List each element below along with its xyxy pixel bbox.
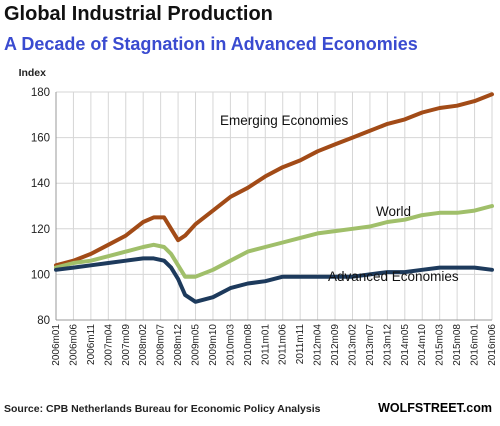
series-line-emerging-economies [54,92,494,268]
x-tick-label: 2016m06 [487,324,498,366]
series-annotation: Emerging Economies [220,113,349,128]
x-tick-label: 2014m05 [400,324,411,366]
x-tick-label: 2007m09 [121,324,132,366]
x-tick-label: 2009m05 [191,324,202,366]
y-tick-label: 140 [31,178,50,190]
x-tick-label: 2014m10 [417,324,428,366]
chart-subtitle: A Decade of Stagnation in Advanced Econo… [4,34,418,54]
x-tick-label: 2011m06 [278,324,289,365]
x-tick-label: 2009m10 [208,324,219,366]
brand-label: WOLFSTREET.com [378,401,492,415]
series-line-advanced-economies [54,256,494,304]
y-tick-label: 120 [31,224,50,236]
y-tick-label: 80 [37,315,50,327]
x-tick-label: 2015m08 [452,324,463,366]
x-tick-label: 2011m11 [295,324,306,365]
series-annotation: Advanced Economies [328,269,459,284]
x-tick-label: 2010m03 [225,324,236,366]
x-tick-label: 2012m09 [330,324,341,366]
source-note: Source: CPB Netherlands Bureau for Econo… [4,403,321,415]
y-tick-label: 180 [31,87,50,99]
x-tick-label: 2011m01 [260,324,271,365]
x-tick-label: 2006m01 [51,324,62,366]
x-tick-label: 2007m04 [103,324,114,366]
x-tick-label: 2015m03 [435,324,446,366]
y-tick-label: 160 [31,133,50,145]
x-tick-label: 2016m01 [470,324,481,366]
x-tick-label: 2008m02 [138,324,149,366]
x-tick-label: 2006m11 [86,324,97,365]
y-tick-label: 100 [31,269,50,281]
series-line-world [54,204,494,279]
x-tick-label: 2012m04 [313,324,324,366]
x-tick-label: 2006m06 [68,324,79,366]
x-tick-label: 2013m12 [382,324,393,366]
x-tick-label: 2013m02 [347,324,358,366]
x-tick-label: 2010m08 [243,324,254,366]
x-tick-label: 2008m12 [173,324,184,366]
series-annotation: World [376,204,411,219]
y-axis-label: Index [19,67,47,79]
x-tick-label: 2013m07 [365,324,376,366]
x-tick-label: 2008m07 [156,324,167,366]
chart-title: Global Industrial Production [4,3,273,25]
